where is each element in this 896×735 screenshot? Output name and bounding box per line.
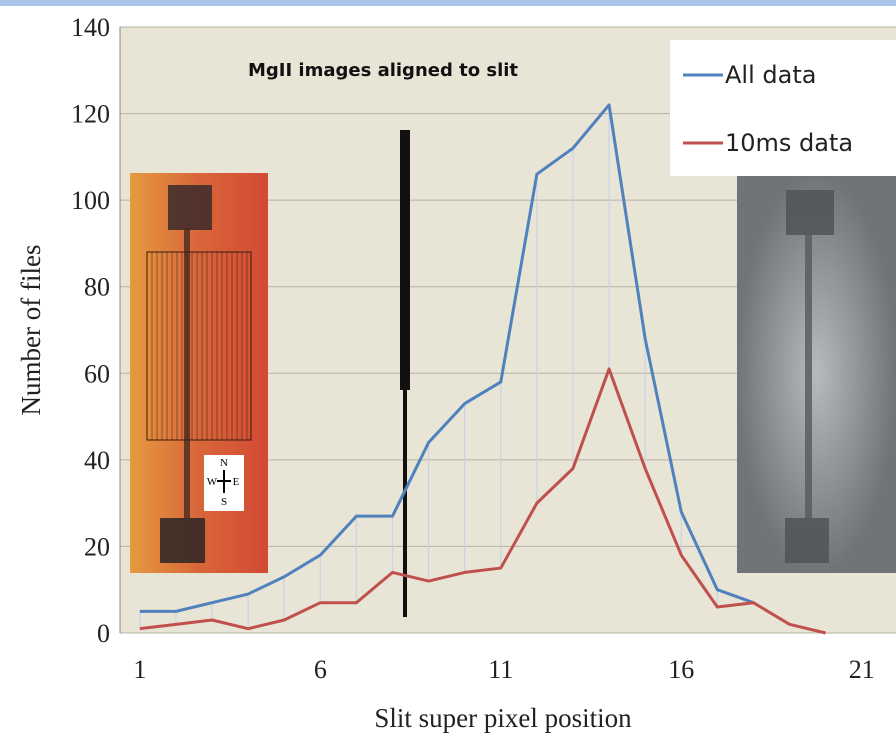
y-tick-label: 0 xyxy=(97,619,110,648)
x-tick-label: 11 xyxy=(488,655,513,684)
y-tick-label: 80 xyxy=(84,273,110,302)
legend-items: All data 10ms data xyxy=(683,61,853,157)
series-line xyxy=(139,103,754,613)
series-line xyxy=(139,367,826,635)
x-tick-label: 6 xyxy=(314,655,327,684)
series xyxy=(139,103,826,635)
y-tick-label: 60 xyxy=(84,359,110,388)
drop-lines xyxy=(139,104,718,629)
top-border xyxy=(0,0,896,6)
x-tick-label: 1 xyxy=(133,655,146,684)
x-tick-label: 21 xyxy=(849,655,875,684)
slit-marker xyxy=(403,390,407,617)
compass-label: W xyxy=(207,476,218,488)
legend xyxy=(670,40,896,176)
y-tick-label: 140 xyxy=(71,13,110,42)
y-tick-label: 100 xyxy=(71,186,110,215)
compass-label: N xyxy=(220,457,228,469)
y-tick-label: 20 xyxy=(84,532,110,561)
y-tick-label: 120 xyxy=(71,100,110,129)
x-tick-label: 16 xyxy=(668,655,694,684)
y-tick-label: 40 xyxy=(84,446,110,475)
compass-label: S xyxy=(221,496,227,508)
legend-label: 10ms data xyxy=(725,129,853,157)
compass-label: E xyxy=(233,476,240,488)
slit-marker xyxy=(400,130,410,390)
left-inset-image xyxy=(130,173,268,573)
y-axis-label: Number of files xyxy=(16,245,46,416)
x-axis-label: Slit super pixel position xyxy=(374,703,632,733)
chart-title: MgII images aligned to slit xyxy=(248,60,518,81)
legend-label: All data xyxy=(725,61,816,89)
right-inset-image xyxy=(737,173,896,573)
